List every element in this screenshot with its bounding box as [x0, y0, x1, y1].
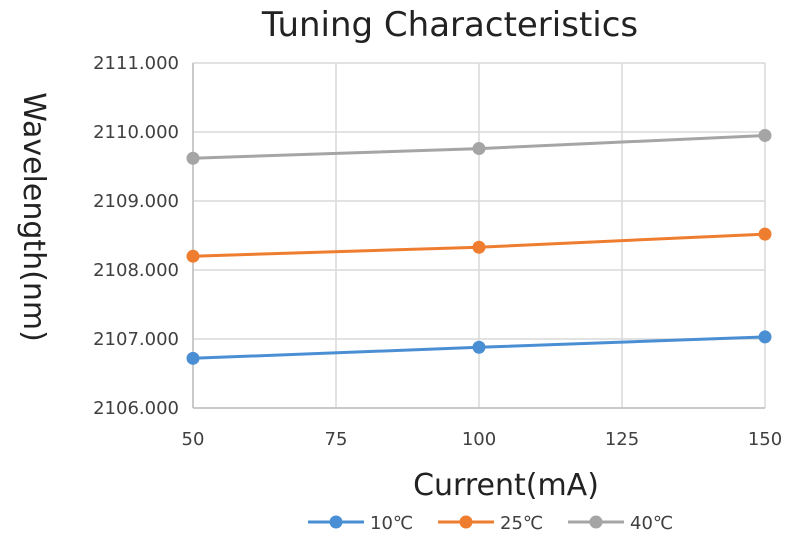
data-point — [472, 340, 486, 354]
legend-marker — [329, 515, 343, 529]
data-point — [186, 249, 200, 263]
data-point — [186, 151, 200, 165]
data-point — [758, 330, 772, 344]
data-point — [472, 142, 486, 156]
chart-title: Tuning Characteristics — [261, 5, 638, 45]
y-tick-label: 2110.000 — [93, 122, 179, 143]
data-point — [758, 227, 772, 241]
y-tick-label: 2108.000 — [93, 260, 179, 281]
legend-label: 25℃ — [500, 513, 543, 534]
axes — [192, 63, 765, 409]
y-tick-label: 2107.000 — [93, 329, 179, 350]
series-1 — [186, 227, 772, 263]
x-tick-label: 100 — [462, 429, 496, 450]
legend: 10℃ 25℃ 40℃ — [308, 513, 673, 534]
series-0 — [186, 330, 772, 365]
legend-item-0: 10℃ — [308, 513, 413, 534]
x-tick-label: 125 — [605, 429, 639, 450]
y-tick-label: 2111.000 — [93, 53, 179, 74]
legend-item-1: 25℃ — [438, 513, 543, 534]
series-group — [186, 128, 772, 365]
legend-item-2: 40℃ — [568, 513, 673, 534]
y-tick-label: 2109.000 — [93, 191, 179, 212]
gridlines — [192, 62, 766, 409]
x-axis-title: Current(mA) — [413, 468, 599, 503]
legend-marker — [459, 515, 473, 529]
legend-label: 40℃ — [630, 513, 673, 534]
y-axis-title: Wavelength(nm) — [16, 92, 51, 342]
series-2 — [186, 128, 772, 165]
legend-marker — [589, 515, 603, 529]
data-point — [758, 128, 772, 142]
data-point — [472, 240, 486, 254]
x-tick-label: 50 — [182, 429, 205, 450]
x-tick-label: 150 — [748, 429, 782, 450]
legend-label: 10℃ — [370, 513, 413, 534]
x-tick-label: 75 — [325, 429, 348, 450]
data-point — [186, 351, 200, 365]
y-tick-label: 2106.000 — [93, 398, 179, 419]
tick-labels: 2106.000 2107.000 2108.000 2109.000 2110.000… — [93, 53, 782, 450]
